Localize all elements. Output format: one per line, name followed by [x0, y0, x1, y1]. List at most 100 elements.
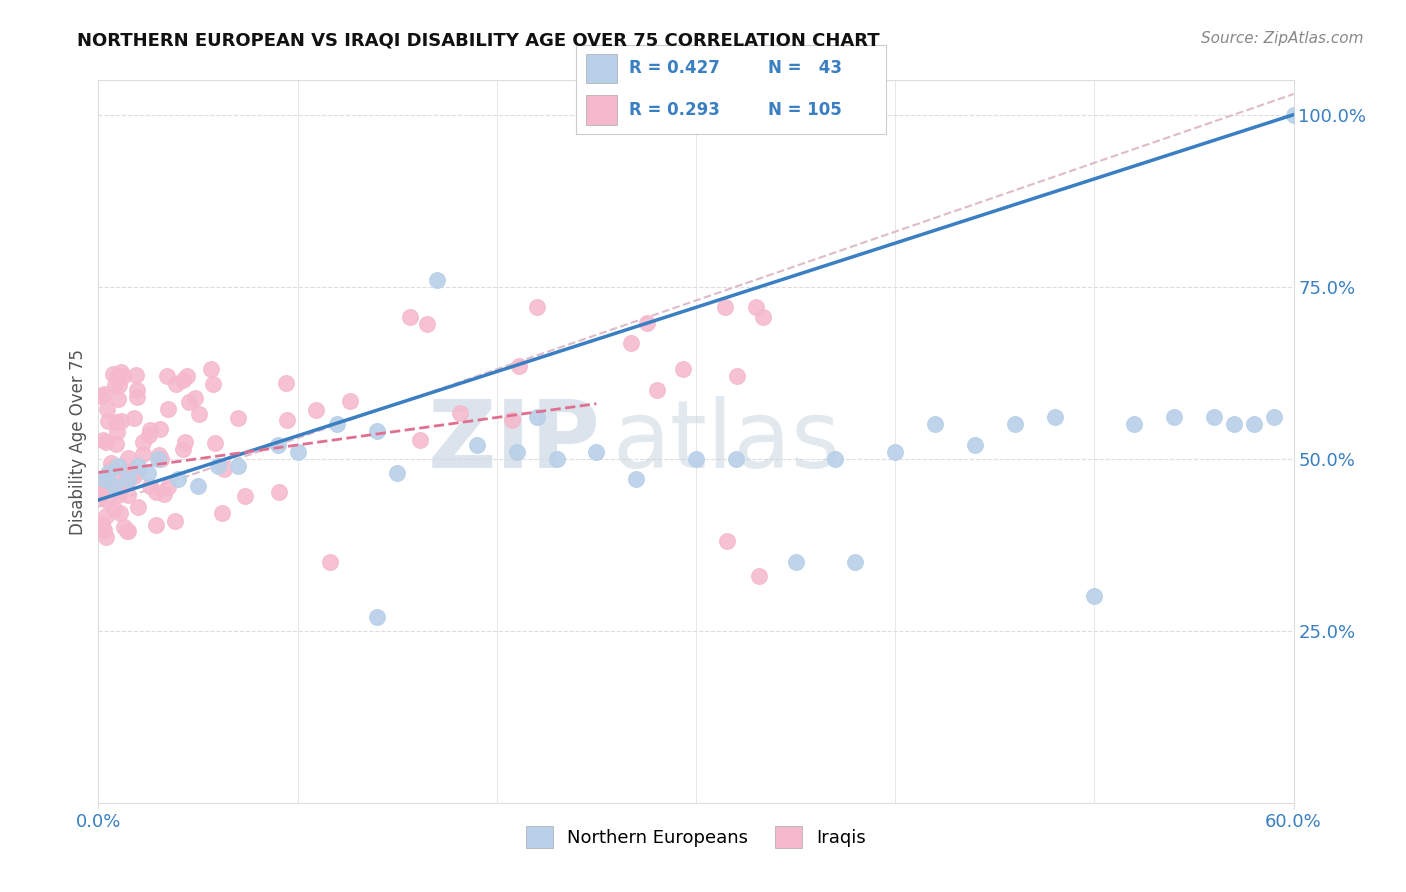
- Point: [501, 413, 523, 427]
- Point: [138, 479, 160, 493]
- Point: [124, 368, 146, 383]
- Point: [167, 472, 190, 486]
- Point: [844, 555, 866, 569]
- Point: [103, 483, 125, 498]
- Point: [177, 395, 200, 409]
- Point: [716, 534, 738, 549]
- Point: [228, 411, 250, 425]
- Point: [96, 402, 118, 417]
- Point: [94, 509, 117, 524]
- Point: [1083, 590, 1105, 604]
- Point: [101, 467, 124, 481]
- Point: [94, 531, 117, 545]
- Point: [117, 473, 139, 487]
- Point: [127, 464, 149, 478]
- Point: [93, 387, 115, 401]
- Point: [226, 458, 249, 473]
- Point: [745, 301, 768, 315]
- Point: [111, 369, 134, 384]
- Point: [97, 414, 120, 428]
- Point: [152, 486, 174, 500]
- Bar: [586, 95, 617, 125]
- Point: [212, 462, 235, 476]
- Point: [90, 517, 112, 532]
- Point: [103, 481, 125, 495]
- Point: [138, 428, 160, 442]
- Point: [103, 502, 125, 516]
- Point: [526, 410, 548, 425]
- Text: N = 105: N = 105: [768, 101, 842, 119]
- Point: [117, 450, 139, 465]
- Point: [96, 435, 118, 450]
- Point: [884, 445, 907, 459]
- Point: [165, 376, 187, 391]
- Point: [131, 447, 153, 461]
- Point: [108, 506, 131, 520]
- Point: [139, 423, 162, 437]
- Point: [90, 388, 112, 402]
- Point: [1223, 417, 1246, 432]
- Point: [184, 392, 207, 406]
- Point: [117, 472, 139, 486]
- Point: [156, 368, 179, 383]
- Point: [93, 523, 115, 537]
- Point: [104, 378, 127, 392]
- Point: [124, 411, 146, 425]
- Point: [117, 488, 139, 502]
- Point: [90, 521, 112, 535]
- Point: [107, 377, 129, 392]
- Point: [127, 458, 149, 473]
- Point: [585, 445, 607, 459]
- Point: [326, 417, 349, 432]
- Legend: Northern Europeans, Iraqis: Northern Europeans, Iraqis: [519, 819, 873, 855]
- Point: [145, 485, 167, 500]
- Point: [110, 365, 132, 379]
- Point: [91, 433, 114, 447]
- Point: [416, 317, 439, 331]
- Point: [1243, 417, 1265, 432]
- Point: [751, 310, 773, 325]
- Point: [157, 479, 180, 493]
- Text: atlas: atlas: [613, 395, 841, 488]
- Point: [1123, 417, 1146, 432]
- Point: [100, 456, 122, 470]
- Text: Source: ZipAtlas.com: Source: ZipAtlas.com: [1201, 31, 1364, 46]
- Point: [1263, 410, 1285, 425]
- Point: [105, 425, 128, 439]
- Point: [115, 524, 138, 539]
- Point: [1202, 410, 1225, 425]
- Point: [636, 316, 658, 330]
- Point: [136, 466, 159, 480]
- Point: [233, 489, 256, 503]
- Point: [672, 362, 695, 376]
- Point: [748, 568, 770, 582]
- Point: [94, 481, 117, 495]
- Point: [267, 438, 290, 452]
- Point: [269, 485, 291, 500]
- Point: [366, 424, 388, 438]
- Point: [725, 368, 748, 383]
- Point: [90, 484, 112, 499]
- Point: [785, 555, 807, 569]
- Point: [105, 482, 128, 496]
- Point: [319, 555, 342, 569]
- Point: [107, 392, 129, 406]
- Point: [1163, 410, 1185, 425]
- Point: [149, 422, 172, 436]
- Point: [620, 336, 643, 351]
- Point: [211, 507, 233, 521]
- Point: [685, 451, 707, 466]
- Point: [97, 493, 120, 508]
- Point: [287, 445, 309, 459]
- Point: [104, 415, 127, 429]
- Point: [1282, 108, 1305, 122]
- Point: [114, 464, 136, 478]
- Point: [399, 310, 422, 324]
- Text: NORTHERN EUROPEAN VS IRAQI DISABILITY AGE OVER 75 CORRELATION CHART: NORTHERN EUROPEAN VS IRAQI DISABILITY AG…: [77, 31, 880, 49]
- Point: [107, 368, 129, 383]
- Point: [117, 524, 139, 538]
- Point: [366, 610, 388, 624]
- Point: [276, 413, 298, 427]
- Point: [339, 393, 361, 408]
- Point: [202, 377, 225, 392]
